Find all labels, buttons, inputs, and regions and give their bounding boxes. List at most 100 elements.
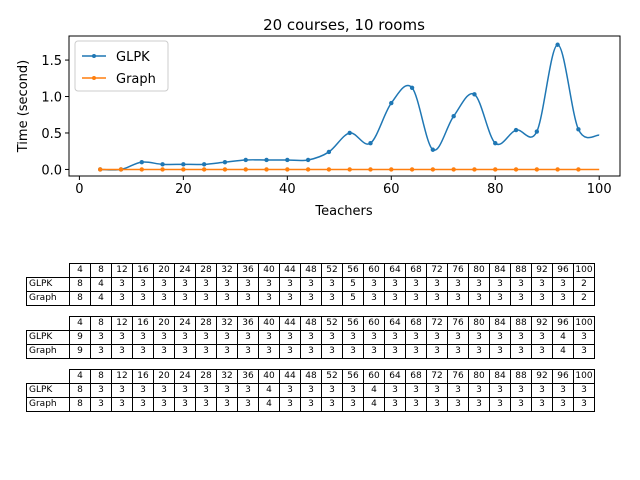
legend-glpk-marker — [92, 54, 96, 58]
table-header-cell: 96 — [552, 369, 574, 384]
table-cell: 3 — [279, 383, 301, 398]
data-point-graph — [534, 167, 540, 172]
table-cell: 3 — [468, 383, 490, 398]
table-cell: 3 — [384, 330, 406, 345]
table-header-cell: 100 — [573, 369, 595, 384]
table-cell: 3 — [342, 397, 364, 412]
table-row-label: GLPK — [26, 330, 70, 345]
table-cell: 3 — [384, 383, 406, 398]
table-header-cell: 36 — [237, 263, 259, 278]
table-cell: 5 — [342, 277, 364, 292]
table-cell: 3 — [300, 344, 322, 359]
legend-graph-marker — [92, 76, 96, 80]
table-cell: 3 — [174, 277, 196, 292]
table-cell: 3 — [153, 291, 175, 306]
x-axis-label: Teachers — [314, 204, 372, 219]
table-cell: 3 — [363, 277, 385, 292]
table-cell: 3 — [468, 330, 490, 345]
table-header-cell: 68 — [405, 316, 427, 331]
table-cell: 3 — [195, 330, 217, 345]
table-cell: 4 — [258, 383, 280, 398]
table-cell: 3 — [552, 383, 574, 398]
data-point-graph — [139, 167, 144, 172]
table-header-cell: 28 — [195, 369, 217, 384]
table-cell: 8 — [69, 397, 91, 412]
data-point-graph — [264, 167, 269, 172]
table-cell: 3 — [573, 344, 595, 359]
table-header-cell: 64 — [384, 369, 406, 384]
table-header-cell: 28 — [195, 316, 217, 331]
y-axis-label: Time (second) — [16, 60, 31, 153]
table-cell: 3 — [132, 291, 154, 306]
table-cell: 3 — [426, 383, 448, 398]
table-header-cell: 68 — [405, 369, 427, 384]
table-cell: 8 — [69, 383, 91, 398]
table-cell: 3 — [216, 397, 238, 412]
table-cell: 3 — [531, 397, 553, 412]
table-cell: 3 — [300, 330, 322, 345]
table-cell: 3 — [489, 397, 511, 412]
table-header-cell: 56 — [342, 369, 364, 384]
table-header-cell: 8 — [90, 263, 112, 278]
table-header-cell: 8 — [90, 369, 112, 384]
table-cell: 3 — [216, 383, 238, 398]
table-header-cell: 80 — [468, 316, 490, 331]
table-cell: 3 — [321, 330, 343, 345]
table-header-cell: 100 — [573, 316, 595, 331]
table-cell: 3 — [489, 344, 511, 359]
data-point-graph — [181, 167, 186, 172]
table-cell: 3 — [237, 330, 259, 345]
table-header-cell: 32 — [216, 263, 238, 278]
table-header-cell: 88 — [510, 263, 532, 278]
data-point-glpk — [222, 159, 228, 165]
table-header-cell: 40 — [258, 369, 280, 384]
table-cell: 3 — [279, 397, 301, 412]
data-point-glpk — [347, 130, 352, 136]
data-point-graph — [389, 167, 394, 172]
table-header-cell: 52 — [321, 263, 343, 278]
data-point-glpk — [305, 157, 311, 163]
table-cell: 3 — [363, 291, 385, 306]
table-header-cell: 60 — [363, 263, 385, 278]
table-header-cell: 72 — [426, 263, 448, 278]
table-cell: 3 — [300, 397, 322, 412]
results-table-3: 4 8 12 16 20 24 28 32 36 40 44 48 52 56 60 64 68 72 76 80 84… — [26, 369, 595, 412]
table-cell: 3 — [300, 277, 322, 292]
table-cell: 3 — [216, 291, 238, 306]
table-cell: 3 — [237, 291, 259, 306]
table-header-cell: 36 — [237, 369, 259, 384]
table-header-cell: 76 — [447, 369, 469, 384]
table-cell: 2 — [573, 291, 595, 306]
table-header-cell: 92 — [531, 316, 553, 331]
table-cell: 3 — [573, 330, 595, 345]
table-cell: 3 — [174, 344, 196, 359]
table-cell: 3 — [405, 330, 427, 345]
table-cell: 3 — [531, 291, 553, 306]
table-header-cell: 72 — [426, 369, 448, 384]
data-point-graph — [305, 167, 311, 172]
table-header-cell: 84 — [489, 263, 511, 278]
data-point-graph — [160, 167, 165, 172]
data-point-glpk — [285, 157, 290, 163]
table-header-cell: 92 — [531, 263, 553, 278]
data-point-glpk — [201, 162, 207, 167]
table-cell: 3 — [195, 291, 217, 306]
data-point-graph — [451, 167, 456, 172]
table-cell: 3 — [153, 344, 175, 359]
table-cell: 3 — [405, 397, 427, 412]
table-cell: 3 — [447, 330, 469, 345]
table-row-label: Graph — [26, 397, 70, 412]
table-cell: 3 — [153, 277, 175, 292]
table-cell: 3 — [363, 330, 385, 345]
table-header-row: 4 8 12 16 20 24 28 32 36 40 44 48 52 56 60 64 68 72 76 80 84… — [27, 263, 595, 278]
table-header-cell: 4 — [69, 369, 91, 384]
table-header-cell: 64 — [384, 263, 406, 278]
table-header-cell: 4 — [69, 263, 91, 278]
table-header-cell: 48 — [300, 369, 322, 384]
table-row: GLPK 9 3 3 3 3 3 3 3 3 3 3 3 3 3 3 3 3 3 3 3 3 3 3 4 3 — [26, 330, 595, 345]
table-cell: 3 — [216, 277, 238, 292]
table-header-cell: 96 — [552, 316, 574, 331]
table-header-cell: 84 — [489, 369, 511, 384]
table-cell: 3 — [90, 344, 112, 359]
